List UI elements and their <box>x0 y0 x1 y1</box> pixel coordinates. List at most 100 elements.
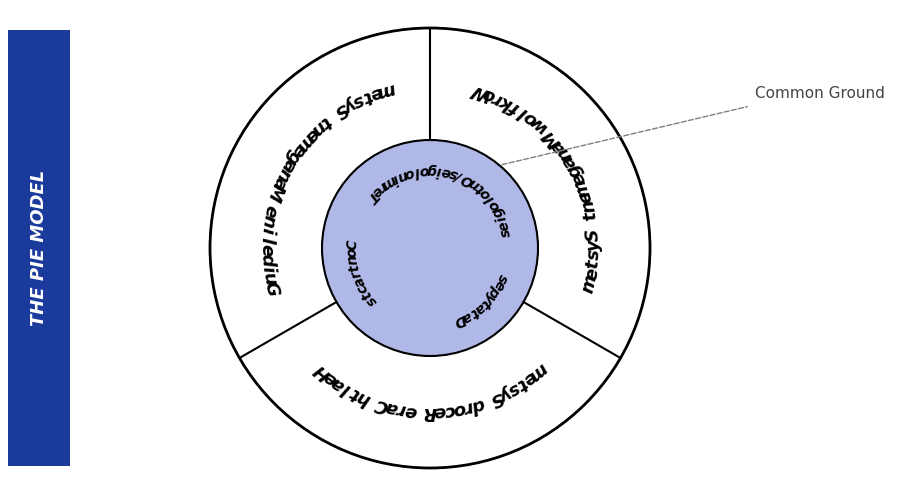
Text: n: n <box>272 165 294 185</box>
Text: u: u <box>259 271 279 287</box>
Text: a: a <box>277 156 299 176</box>
Text: a: a <box>351 274 368 289</box>
Text: C: C <box>373 394 391 415</box>
Text: l: l <box>515 104 530 122</box>
Text: d: d <box>469 394 486 415</box>
Bar <box>8 30 70 466</box>
Text: t: t <box>472 181 486 196</box>
Text: T: T <box>363 188 380 205</box>
Text: r: r <box>394 400 406 419</box>
Text: m: m <box>379 172 398 192</box>
Text: O: O <box>458 171 476 189</box>
Text: e: e <box>440 164 452 180</box>
Text: a: a <box>383 397 399 418</box>
Text: e: e <box>489 278 507 293</box>
Text: o: o <box>519 108 540 129</box>
Text: o: o <box>486 197 503 213</box>
Text: i: i <box>258 226 276 235</box>
Text: l: l <box>413 164 420 179</box>
Text: f: f <box>506 98 522 117</box>
Text: e: e <box>288 139 309 160</box>
Text: e: e <box>367 82 384 104</box>
Text: i: i <box>390 171 400 186</box>
Text: t: t <box>360 288 374 301</box>
Text: r: r <box>462 398 475 417</box>
Text: s: s <box>584 249 602 260</box>
Text: t: t <box>466 305 479 320</box>
Text: t: t <box>346 384 363 404</box>
Text: n: n <box>345 254 361 266</box>
Text: M: M <box>264 181 287 204</box>
Text: l: l <box>339 380 353 398</box>
Text: p: p <box>486 283 503 300</box>
Text: /: / <box>456 169 466 184</box>
Text: e: e <box>568 170 589 188</box>
Text: n: n <box>552 143 575 164</box>
Text: n: n <box>258 213 278 229</box>
Text: a: a <box>547 135 568 156</box>
Text: H: H <box>311 360 334 384</box>
Text: R: R <box>423 403 436 421</box>
Text: s: s <box>364 292 380 308</box>
Text: y: y <box>481 290 497 306</box>
Text: o: o <box>451 399 466 419</box>
Text: D: D <box>452 311 467 328</box>
Text: S: S <box>486 387 506 409</box>
Text: o: o <box>479 84 496 105</box>
Text: r: r <box>489 88 505 109</box>
Text: s: s <box>493 272 509 285</box>
Text: s: s <box>349 90 366 111</box>
Text: n: n <box>466 175 481 192</box>
Text: d: d <box>257 252 275 267</box>
Text: l: l <box>257 237 275 244</box>
Text: o: o <box>476 185 493 202</box>
Text: e: e <box>433 402 445 421</box>
Text: M: M <box>538 126 564 151</box>
Text: W: W <box>466 80 491 103</box>
Text: h: h <box>353 387 373 409</box>
Text: m: m <box>578 273 600 295</box>
Text: e: e <box>403 401 417 421</box>
Text: i: i <box>494 213 508 223</box>
Text: y: y <box>584 239 602 251</box>
Text: e: e <box>496 219 512 232</box>
Text: t: t <box>477 296 492 310</box>
Text: t: t <box>513 374 530 394</box>
Text: g: g <box>563 160 585 180</box>
Text: l: l <box>483 193 496 205</box>
Text: m: m <box>524 359 549 385</box>
Text: e: e <box>260 203 280 219</box>
Text: e: e <box>368 183 384 199</box>
Text: n: n <box>307 117 329 139</box>
Text: i: i <box>435 164 442 178</box>
Text: w: w <box>526 113 549 137</box>
Text: r: r <box>349 269 364 280</box>
Text: S: S <box>331 99 352 121</box>
Text: a: a <box>459 308 474 325</box>
Text: o: o <box>418 163 429 178</box>
Text: t: t <box>347 262 362 272</box>
Text: t: t <box>359 86 374 107</box>
Text: e: e <box>257 244 275 256</box>
Text: G: G <box>261 279 281 298</box>
Circle shape <box>322 140 537 356</box>
Text: s: s <box>498 227 513 238</box>
Text: g: g <box>281 147 304 168</box>
Text: m: m <box>374 79 396 101</box>
Text: t: t <box>316 112 334 131</box>
Text: e: e <box>575 188 596 206</box>
Text: Common Ground: Common Ground <box>754 86 884 101</box>
Text: e: e <box>301 124 322 145</box>
Text: t: t <box>580 210 599 222</box>
Text: s: s <box>447 166 459 182</box>
Text: y: y <box>496 383 514 405</box>
Text: t: t <box>583 259 602 270</box>
Circle shape <box>210 28 650 468</box>
Text: e: e <box>519 368 539 389</box>
Text: m: m <box>292 129 317 155</box>
Text: a: a <box>328 373 348 395</box>
Text: g: g <box>426 163 436 178</box>
Text: c: c <box>355 281 371 295</box>
Text: o: o <box>344 248 359 258</box>
Text: g: g <box>489 204 507 219</box>
